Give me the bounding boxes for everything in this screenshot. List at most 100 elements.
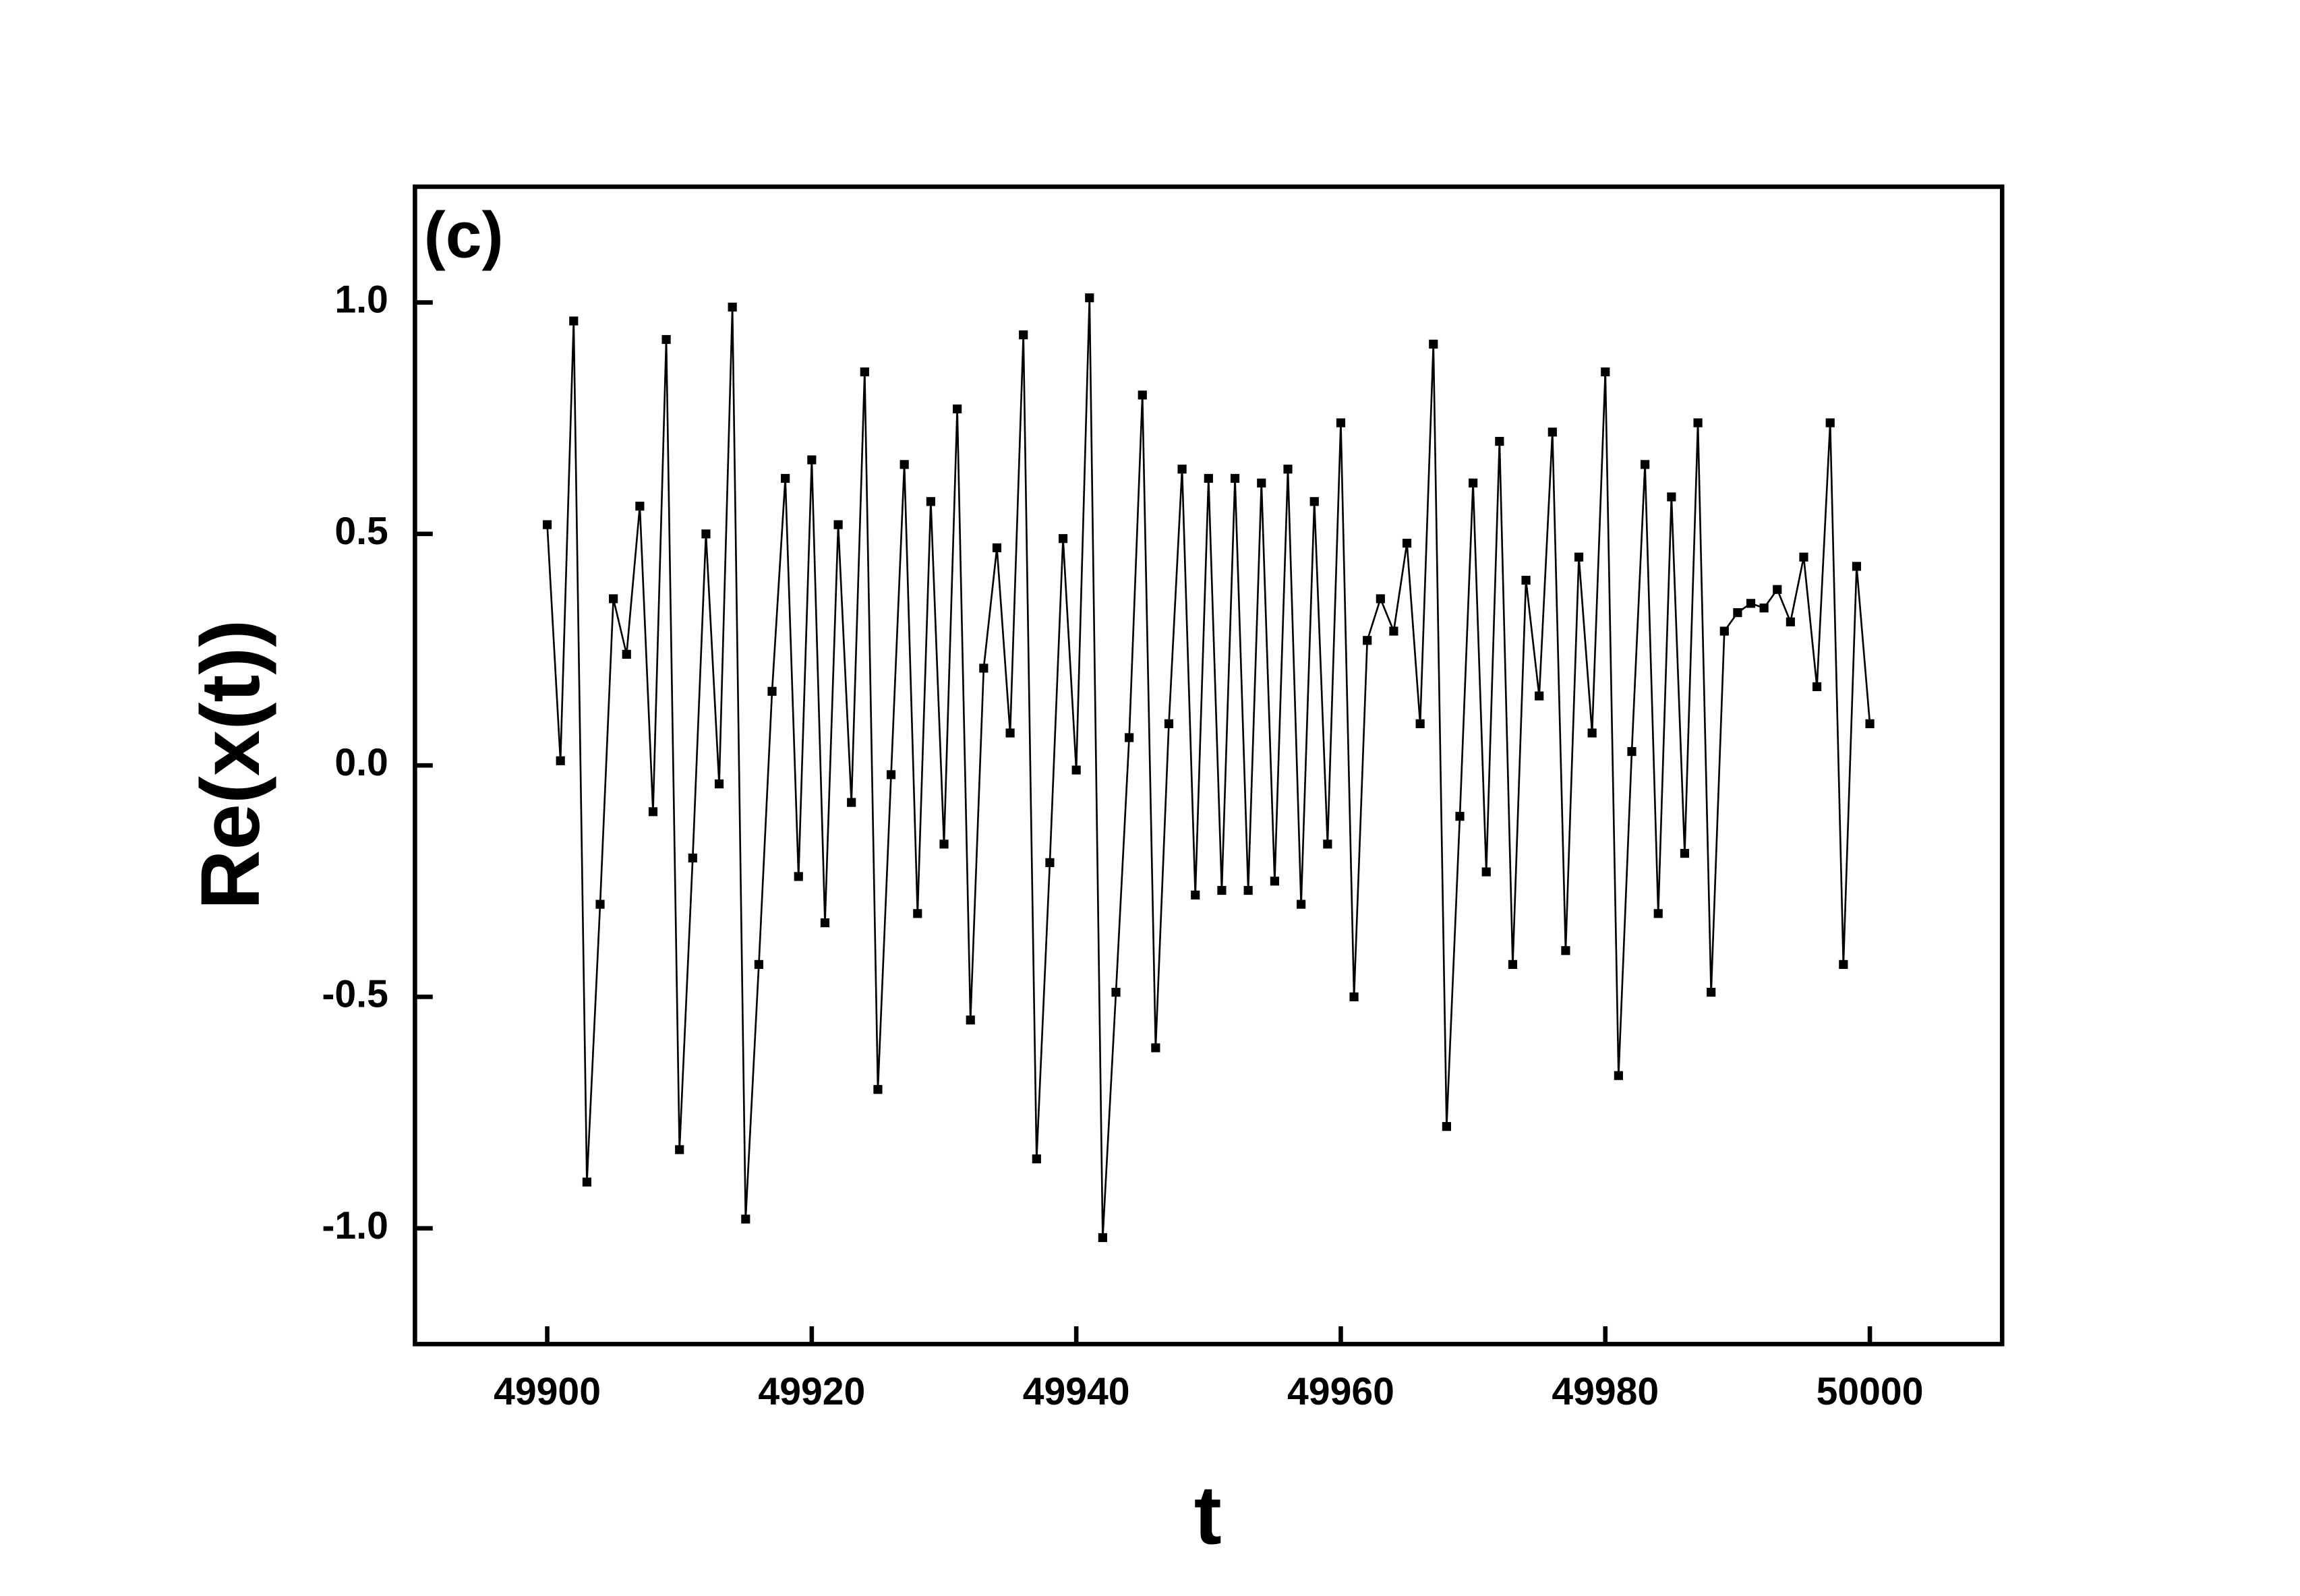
y-tick-label: 1.0 [334, 278, 388, 322]
data-point [1151, 1043, 1160, 1053]
data-point [1839, 959, 1848, 969]
data-point [1733, 608, 1742, 618]
data-point [1746, 599, 1756, 608]
data-point [781, 473, 790, 483]
data-point [1442, 1122, 1451, 1131]
data-point [1786, 617, 1795, 626]
data-point [1601, 367, 1610, 377]
data-point [1719, 626, 1729, 636]
data-point [992, 543, 1002, 553]
data-point [1429, 339, 1438, 349]
data-point [1627, 746, 1636, 757]
data-point [1481, 867, 1491, 877]
data-point [939, 839, 949, 849]
data-point [1495, 436, 1504, 446]
data-point [979, 663, 989, 673]
y-tick-label: -0.5 [322, 973, 388, 1016]
x-tick-label: 49940 [1023, 1370, 1130, 1413]
data-point [820, 918, 830, 928]
data-point [860, 367, 869, 377]
data-point [1204, 473, 1213, 483]
data-point [847, 798, 856, 807]
data-point [1508, 959, 1518, 969]
data-point [1680, 849, 1690, 858]
data-point [1111, 987, 1121, 997]
data-point [926, 497, 935, 506]
data-point [1865, 719, 1875, 728]
data-point [1019, 330, 1028, 340]
data-point [873, 1085, 883, 1094]
data-point [1071, 765, 1081, 775]
data-point [1614, 1071, 1623, 1080]
data-point [1469, 478, 1478, 487]
data-point [886, 770, 896, 779]
panel-label: (c) [424, 199, 504, 272]
x-axis-label: t [1194, 1470, 1222, 1562]
data-point [767, 686, 777, 696]
y-tick-label: 0.5 [334, 510, 388, 553]
y-tick-label: -1.0 [322, 1204, 388, 1247]
data-point [701, 529, 711, 539]
x-tick-label: 49980 [1552, 1370, 1659, 1413]
data-point [1191, 890, 1200, 899]
data-point [1773, 585, 1782, 594]
data-point [1309, 497, 1319, 506]
data-point [661, 334, 671, 345]
data-point [556, 756, 565, 765]
data-point [1243, 885, 1253, 895]
data-point [1045, 858, 1055, 867]
data-point [1363, 636, 1372, 645]
data-point [754, 959, 763, 969]
data-point [1812, 682, 1822, 692]
data-point [1521, 575, 1531, 585]
data-point [595, 899, 605, 909]
data-point [807, 455, 817, 465]
data-point [1349, 992, 1359, 1002]
data-point [1587, 728, 1597, 738]
data-point [1389, 626, 1398, 636]
data-point [1138, 390, 1147, 400]
data-point [1653, 909, 1663, 918]
data-point [1376, 594, 1385, 603]
data-point [1455, 812, 1465, 821]
data-point [1693, 418, 1703, 427]
data-point [1283, 465, 1293, 474]
data-point [794, 872, 803, 881]
data-point [1574, 552, 1584, 562]
data-point [635, 502, 645, 511]
data-point [900, 460, 909, 469]
data-point [582, 1177, 591, 1187]
data-point [1177, 465, 1187, 474]
data-point [1415, 719, 1425, 728]
data-point [622, 649, 631, 659]
data-point [1032, 1154, 1041, 1164]
data-point [728, 302, 737, 312]
data-point [1323, 839, 1332, 849]
data-point [1058, 534, 1068, 543]
data-point [1852, 562, 1862, 571]
data-point [1799, 552, 1808, 562]
data-point [1825, 418, 1835, 427]
data-point [913, 909, 922, 918]
data-point [1759, 603, 1769, 613]
data-point [1297, 899, 1306, 909]
data-point [542, 520, 552, 529]
x-tick-label: 49920 [758, 1370, 865, 1413]
data-point [1230, 473, 1240, 483]
data-point [1164, 719, 1174, 728]
data-point [1336, 418, 1346, 427]
data-point [1270, 877, 1279, 886]
data-point [688, 853, 697, 863]
data-point [1085, 293, 1094, 303]
data-point [1535, 691, 1544, 701]
data-point [1257, 478, 1266, 487]
data-point [569, 316, 579, 326]
data-point [1707, 987, 1716, 997]
data-point [1547, 427, 1557, 437]
data-point [1217, 885, 1227, 895]
data-point [1667, 492, 1676, 502]
data-point [741, 1214, 750, 1224]
data-line [546, 297, 1871, 1238]
